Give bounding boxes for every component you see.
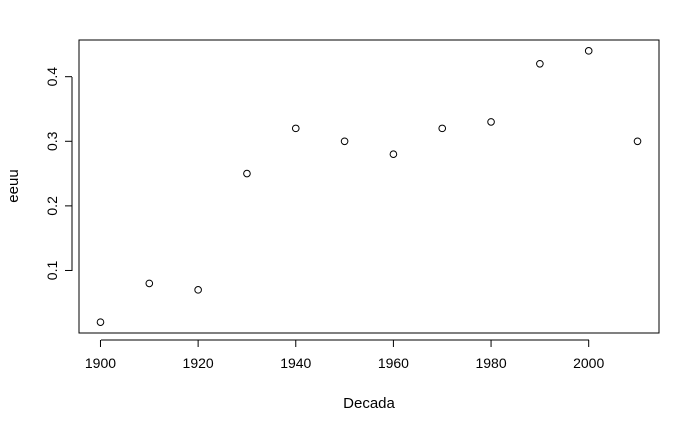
data-point [291,124,300,133]
data-point [633,137,642,146]
data-point [584,47,593,55]
x-axis-ticks: 1900 1920 1940 1960 1980 2000 [85,340,604,371]
y-tick-label: 0.3 [44,131,60,151]
data-point [243,169,251,178]
data-point [340,137,349,146]
data-point [438,124,447,133]
data-point [487,118,495,126]
y-axis-title: eeuu [5,169,22,202]
data-point [145,279,154,288]
x-tick-label: 1960 [378,355,409,371]
y-tick-label: 0.2 [44,196,60,216]
data-point [96,318,105,326]
y-axis-ticks: 0.1 0.2 0.3 0.4 [44,67,72,280]
y-tick-label: 0.1 [44,261,60,281]
x-tick-label: 2000 [573,355,604,371]
x-tick-label: 1940 [280,355,311,371]
x-tick-label: 1920 [183,355,214,371]
data-point [389,150,398,159]
x-axis-title: Decada [343,395,395,412]
x-tick-label: 1980 [475,355,506,371]
data-points [96,47,642,326]
data-point [536,59,544,68]
y-tick-label: 0.4 [44,67,60,87]
data-point [194,286,202,294]
plot-frame [78,39,660,334]
x-tick-label: 1900 [85,355,116,371]
